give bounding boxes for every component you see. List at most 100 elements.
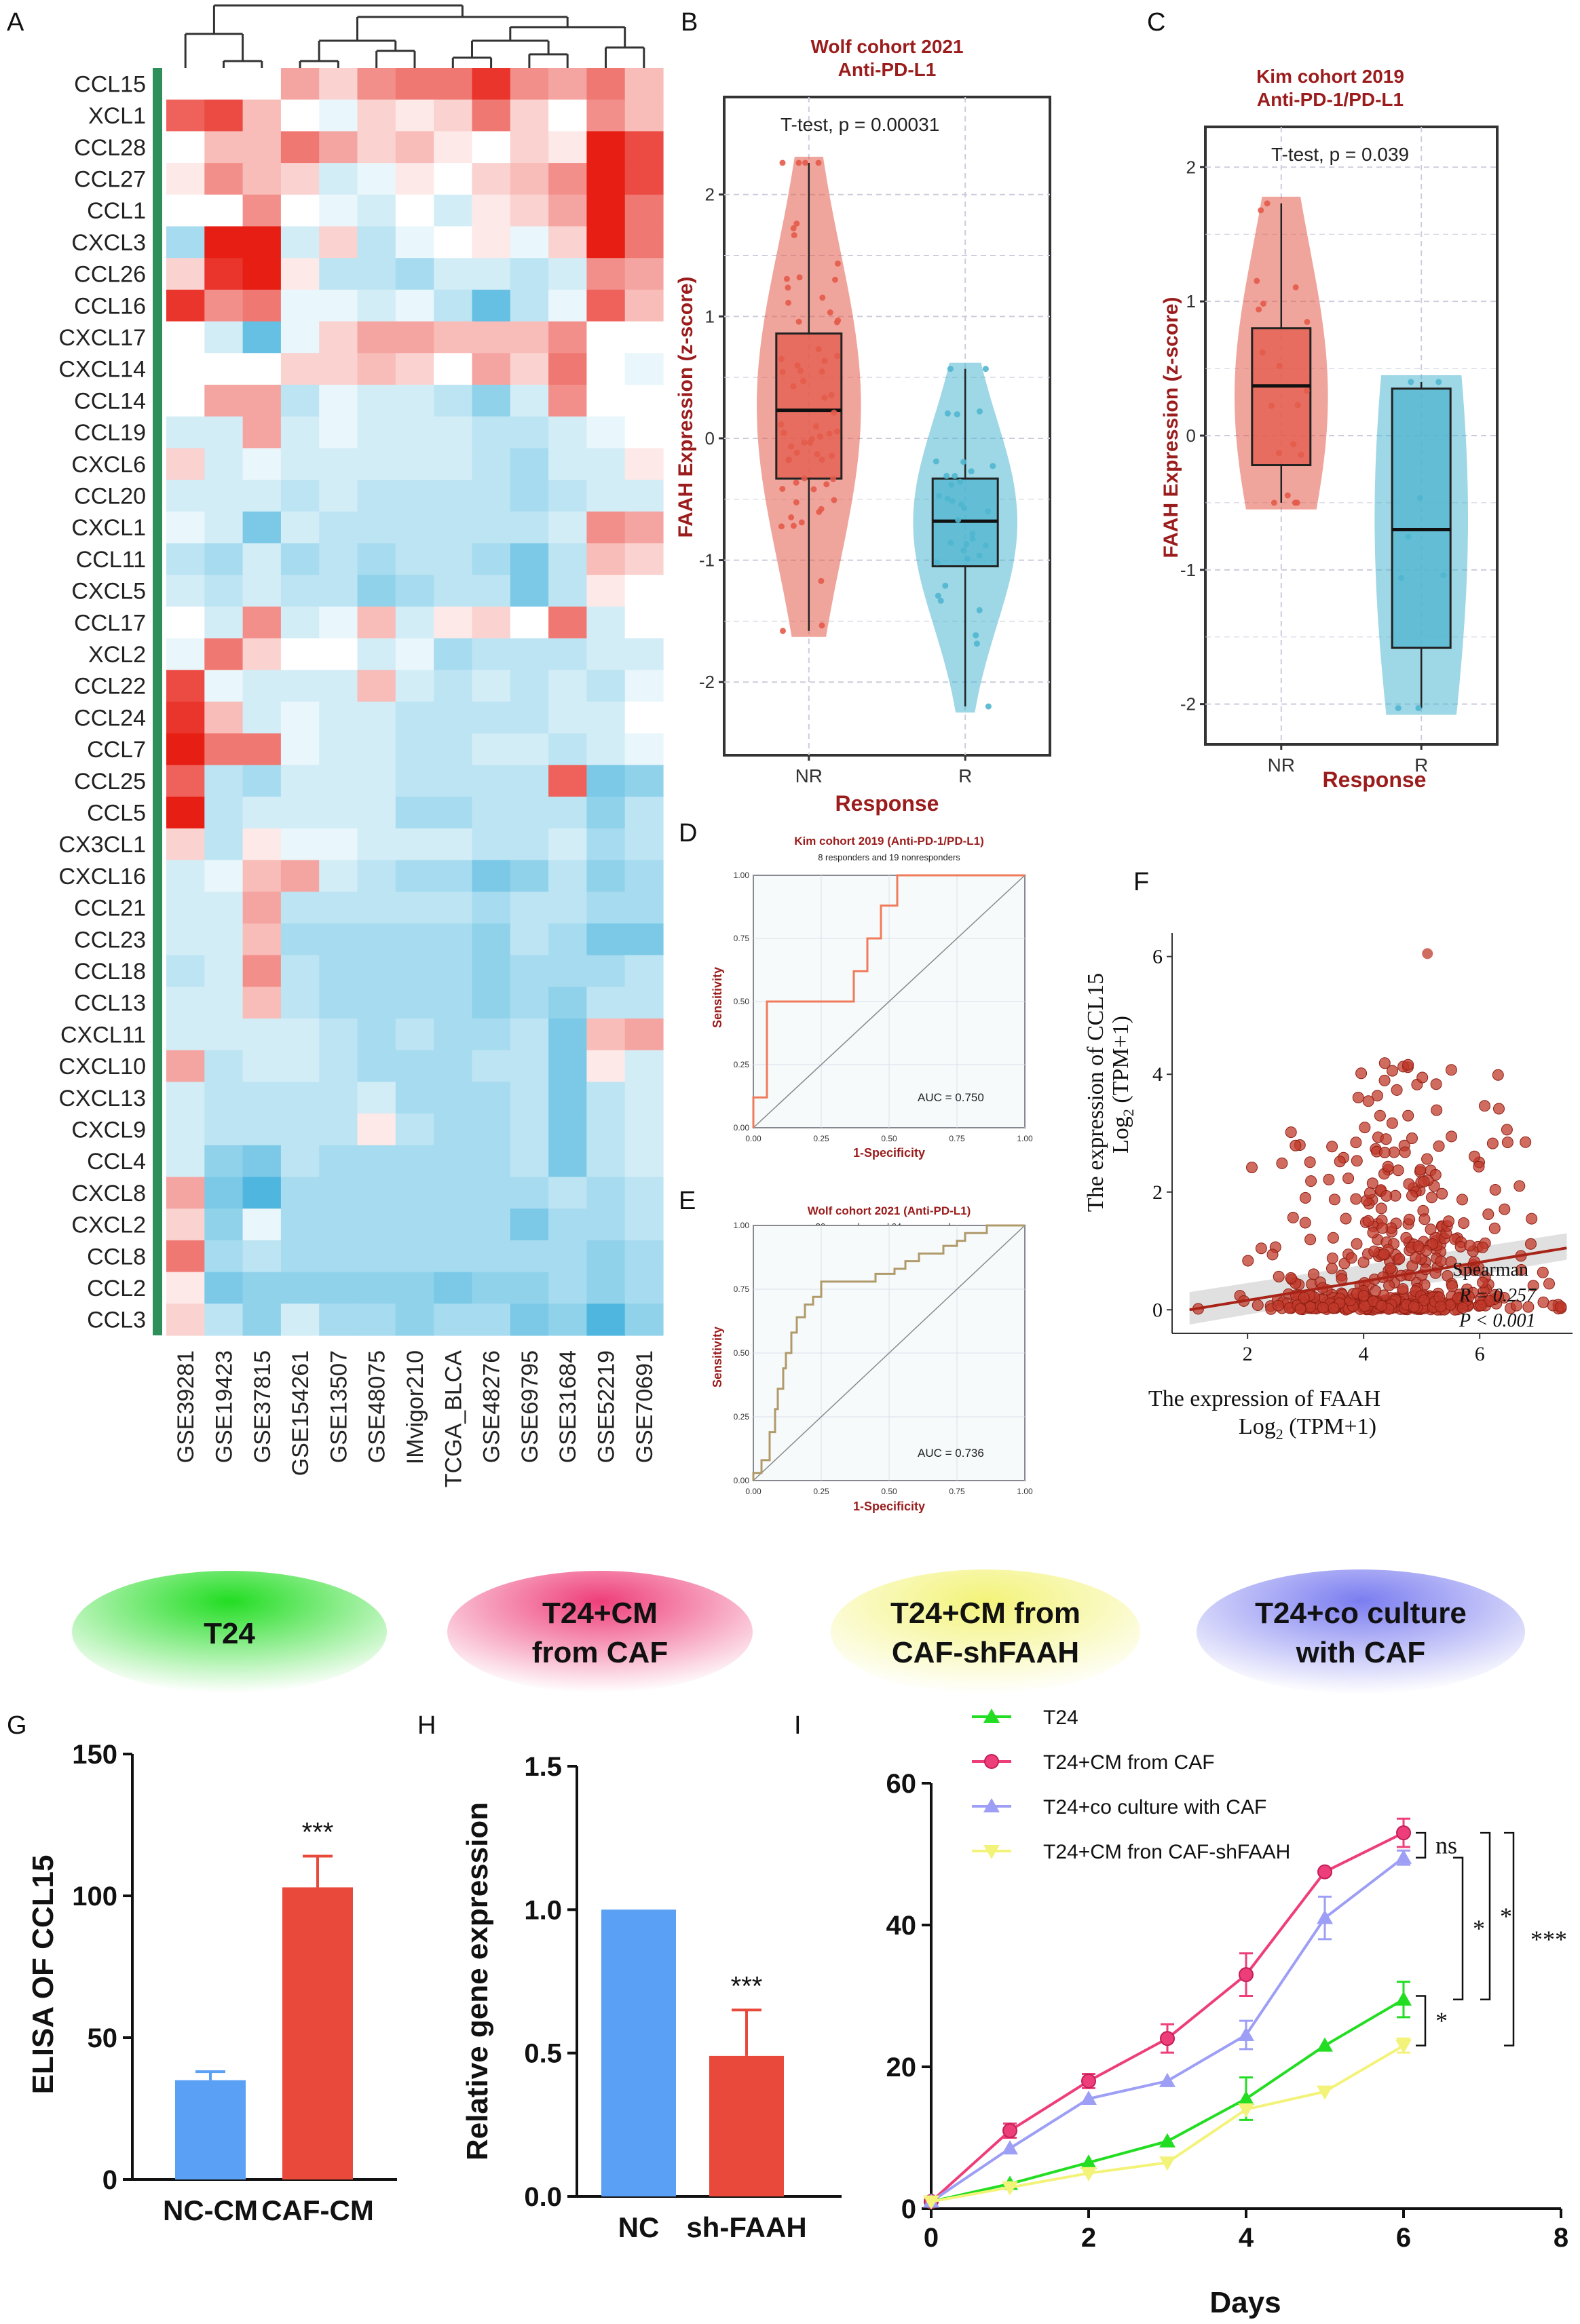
heatmap-cell bbox=[624, 923, 664, 956]
significance-bracket bbox=[1480, 1831, 1491, 2000]
heatmap-cell bbox=[548, 1303, 587, 1336]
heatmap-cell bbox=[434, 543, 473, 575]
heatmap-cell bbox=[548, 860, 587, 892]
data-point bbox=[943, 472, 950, 479]
heatmap-cell bbox=[242, 1272, 282, 1304]
data-point bbox=[933, 458, 939, 465]
scatter-point bbox=[1429, 1168, 1442, 1181]
heatmap-cell bbox=[434, 1272, 473, 1304]
data-point bbox=[1238, 2103, 1254, 2118]
scatter-point bbox=[1299, 1192, 1311, 1204]
heatmap-cell bbox=[510, 416, 549, 449]
heatmap-cell bbox=[204, 321, 244, 354]
data-point bbox=[813, 423, 819, 430]
data-point bbox=[798, 519, 805, 526]
heatmap-cell bbox=[357, 226, 396, 259]
x-axis-title: Response bbox=[1323, 767, 1427, 792]
heatmap-cell bbox=[548, 68, 587, 100]
data-point bbox=[976, 552, 983, 559]
heatmap-cell bbox=[395, 987, 434, 1019]
scatter-point bbox=[1493, 1103, 1505, 1115]
scatter-point bbox=[1350, 1193, 1362, 1205]
heatmap-cell bbox=[434, 511, 473, 544]
data-point bbox=[815, 159, 822, 166]
data-point bbox=[790, 225, 797, 231]
heatmap-cell bbox=[166, 1177, 205, 1209]
x-tick-label: 2 bbox=[1081, 2223, 1096, 2253]
heatmap-cell bbox=[242, 448, 282, 480]
heatmap-cell bbox=[395, 1050, 434, 1082]
data-point bbox=[1268, 402, 1275, 409]
heatmap-cell bbox=[280, 543, 320, 575]
heatmap-cell bbox=[166, 1082, 205, 1114]
heatmap-cell bbox=[510, 1113, 549, 1146]
heatmap-cell bbox=[204, 987, 244, 1019]
x-tick-label: 0.50 bbox=[881, 1134, 897, 1143]
data-point bbox=[818, 506, 825, 512]
data-point bbox=[1080, 2091, 1097, 2106]
data-point bbox=[969, 535, 976, 542]
heatmap-cell bbox=[280, 511, 320, 544]
data-point bbox=[790, 383, 797, 389]
heatmap-cell bbox=[434, 1208, 473, 1241]
scatter-point bbox=[1317, 1301, 1329, 1314]
bar-nc-cm bbox=[175, 2080, 246, 2179]
row-label-cxcl2: CXCL2 bbox=[71, 1213, 146, 1238]
bar-caf-cm bbox=[282, 1887, 353, 2179]
data-point bbox=[778, 523, 785, 530]
data-point bbox=[944, 410, 951, 417]
y-tick-label: 0 bbox=[901, 2194, 916, 2224]
heatmap-cell bbox=[586, 892, 626, 924]
heatmap-cell bbox=[434, 194, 473, 227]
heatmap-cell bbox=[357, 828, 396, 861]
bar-panel-G: 0 50 100 150 NC-CM CAF-CM *** ELISA OF CCL15 bbox=[26, 1740, 397, 2226]
heatmap-cell bbox=[510, 289, 549, 322]
y-axis-title: Sensitivity bbox=[711, 1327, 724, 1388]
heatmap-cell bbox=[280, 480, 320, 512]
plot-area: 0.00 0.00 0.25 0.25 0.50 0.50 0.75 0.75 1.00 1.00 bbox=[734, 871, 1033, 1143]
heatmap-cell bbox=[548, 606, 587, 639]
significance-label: * bbox=[1473, 1915, 1485, 1942]
heatmap-cell bbox=[166, 1272, 205, 1304]
x-axis-title: The expression of FAAH bbox=[1148, 1386, 1380, 1411]
heatmap-cell bbox=[319, 1303, 358, 1336]
heatmap-cell bbox=[472, 353, 511, 385]
heatmap-cell bbox=[472, 321, 511, 354]
heatmap-cell bbox=[624, 987, 664, 1019]
heatmap-cell bbox=[434, 99, 473, 132]
roc-panel-D: Kim cohort 2019 (Anti-PD-1/PD-L1) 8 resp… bbox=[711, 835, 1033, 1160]
heatmap-cell bbox=[280, 321, 320, 354]
heatmap-cell bbox=[280, 670, 320, 702]
heatmap-cell bbox=[319, 638, 358, 670]
heatmap-cell bbox=[166, 289, 205, 322]
heatmap-cell bbox=[624, 99, 664, 132]
scatter-point bbox=[1421, 1153, 1433, 1165]
heatmap-cell bbox=[357, 955, 396, 987]
heatmap-cell bbox=[472, 68, 511, 100]
heatmap-cell bbox=[586, 511, 626, 544]
y-axis-title: ELISA OF CCL15 bbox=[26, 1855, 60, 2095]
data-point bbox=[797, 367, 804, 374]
heatmap-cell bbox=[472, 923, 511, 956]
scatter-point bbox=[1433, 1140, 1445, 1152]
heatmap-cell bbox=[395, 670, 434, 702]
data-point bbox=[958, 501, 964, 508]
scatter-point bbox=[1418, 1294, 1430, 1306]
scatter-point bbox=[1375, 1299, 1387, 1312]
heatmap-cell bbox=[204, 68, 244, 100]
regression-line bbox=[1189, 1246, 1567, 1312]
heatmap-cell bbox=[166, 860, 205, 892]
heatmap-cell bbox=[510, 194, 549, 227]
heatmap-cell bbox=[204, 670, 244, 702]
row-label-ccl19: CCL19 bbox=[74, 420, 146, 446]
heatmap-cell bbox=[166, 1145, 205, 1178]
scatter-point bbox=[1304, 1301, 1317, 1313]
data-point bbox=[793, 221, 800, 227]
data-point bbox=[826, 430, 833, 437]
group-label: T24+CM bbox=[542, 1597, 658, 1630]
heatmap-cell bbox=[624, 733, 664, 765]
heatmap-cell bbox=[624, 448, 664, 480]
heatmap-cell bbox=[204, 511, 244, 544]
data-point bbox=[832, 276, 838, 283]
